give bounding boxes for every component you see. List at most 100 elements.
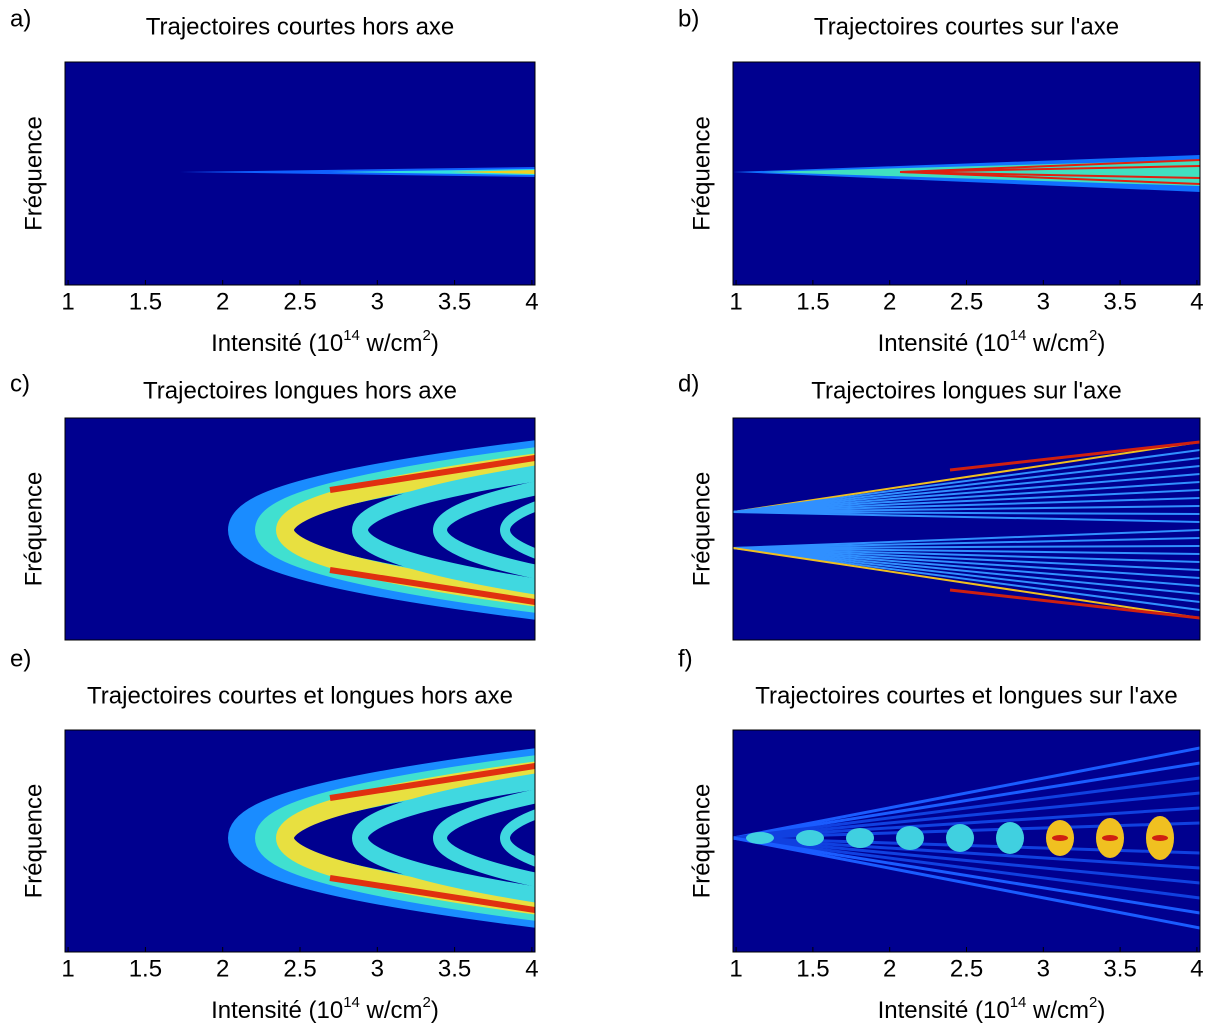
streak xyxy=(733,465,1200,513)
streak xyxy=(733,511,1200,523)
chart-title: Trajectoires courtes hors axe xyxy=(146,13,455,40)
label-part: ) xyxy=(1097,330,1105,357)
x-tick-label: 3.5 xyxy=(1103,288,1136,315)
x-tick-label: 1 xyxy=(729,288,742,315)
superscript: 2 xyxy=(423,994,431,1011)
streak xyxy=(733,457,1200,513)
arc xyxy=(276,453,535,607)
blob xyxy=(996,822,1024,854)
streak xyxy=(733,441,1200,513)
blob xyxy=(1102,835,1118,841)
x-tick-label: 2 xyxy=(883,288,896,315)
streak xyxy=(949,440,1200,472)
streak xyxy=(733,761,1200,840)
y-axis-label: Fréquence xyxy=(20,472,47,587)
y-axis-label: Fréquence xyxy=(688,472,715,587)
x-tick-label: 1.5 xyxy=(796,955,829,982)
x-tick-label: 1 xyxy=(729,955,742,982)
label-part: ) xyxy=(431,330,439,357)
x-tick-label: 1.5 xyxy=(129,288,162,315)
x-axis-label: Intensité (1014 w/cm2) xyxy=(878,994,1106,1024)
panel-label: c) xyxy=(10,370,30,397)
x-tick-label: 1 xyxy=(61,955,74,982)
superscript: 14 xyxy=(343,994,360,1011)
x-tick-label: 1.5 xyxy=(796,288,829,315)
streak xyxy=(733,746,1200,840)
arc xyxy=(329,875,535,913)
x-tick-label: 2 xyxy=(883,955,896,982)
x-tick-label: 4 xyxy=(1190,955,1203,982)
streak xyxy=(450,170,535,174)
x-tick-label: 2 xyxy=(216,288,229,315)
arc xyxy=(433,789,535,887)
arc xyxy=(329,567,535,605)
streak xyxy=(733,547,1200,555)
x-tick-label: 2.5 xyxy=(283,955,316,982)
chart-title: Trajectoires courtes sur l'axe xyxy=(814,13,1119,40)
heatmap xyxy=(733,746,1200,930)
streak xyxy=(733,547,1200,563)
superscript: 14 xyxy=(1010,327,1027,344)
streak xyxy=(733,545,1200,549)
panel-label: b) xyxy=(678,5,699,32)
superscript: 2 xyxy=(1089,994,1097,1011)
chart-title: Trajectoires longues hors axe xyxy=(143,377,457,404)
label-part: Intensité (10 xyxy=(211,997,343,1024)
x-tick-label: 2 xyxy=(216,955,229,982)
y-axis-label: Fréquence xyxy=(20,784,47,899)
y-axis-label: Fréquence xyxy=(688,784,715,899)
label-part: w/cm xyxy=(360,997,423,1024)
arc xyxy=(276,761,535,915)
plot-frame xyxy=(64,417,536,641)
superscript: 2 xyxy=(423,327,431,344)
x-tick-label: 2.5 xyxy=(283,288,316,315)
streak xyxy=(733,449,1200,513)
panel-label: a) xyxy=(10,5,31,32)
blob xyxy=(896,826,924,850)
streak xyxy=(733,473,1200,513)
streak xyxy=(899,171,1200,185)
streak xyxy=(330,169,535,175)
heatmap-background xyxy=(733,418,1200,640)
label-part: Intensité (10 xyxy=(211,330,343,357)
blob xyxy=(846,828,874,848)
blob xyxy=(946,824,974,852)
x-tick-label: 3 xyxy=(371,288,384,315)
heatmap xyxy=(228,440,535,620)
arc xyxy=(352,773,535,903)
x-tick-label: 3 xyxy=(1037,955,1050,982)
streak xyxy=(733,537,1200,549)
streak xyxy=(733,497,1200,513)
heatmap xyxy=(180,167,535,177)
x-axis-label: Intensité (1014 w/cm2) xyxy=(211,994,439,1024)
streak xyxy=(733,836,1200,930)
chart-title: Trajectoires courtes et longues hors axe xyxy=(87,682,513,709)
label-part: w/cm xyxy=(360,330,423,357)
arc xyxy=(352,465,535,595)
x-tick-label: 1 xyxy=(61,288,74,315)
heatmap xyxy=(228,748,535,928)
label-part: ) xyxy=(1097,997,1105,1024)
superscript: 2 xyxy=(1089,327,1097,344)
blob xyxy=(796,830,824,846)
label-part: Intensité (10 xyxy=(878,330,1010,357)
x-tick-label: 3.5 xyxy=(1103,955,1136,982)
panel-label: e) xyxy=(10,645,31,672)
x-tick-label: 3.5 xyxy=(438,955,471,982)
arc xyxy=(329,455,535,493)
x-tick-label: 3 xyxy=(371,955,384,982)
blob xyxy=(1052,835,1068,841)
streak xyxy=(733,776,1200,840)
x-tick-label: 3 xyxy=(1037,288,1050,315)
chart-title: Trajectoires courtes et longues sur l'ax… xyxy=(755,682,1178,709)
streak xyxy=(733,529,1200,549)
streak xyxy=(733,547,1200,595)
heatmap xyxy=(733,155,1200,192)
streak xyxy=(733,481,1200,513)
streak xyxy=(733,547,1200,611)
streak xyxy=(733,489,1200,513)
streak xyxy=(733,836,1200,900)
label-part: w/cm xyxy=(1026,997,1089,1024)
streak xyxy=(733,511,1200,515)
